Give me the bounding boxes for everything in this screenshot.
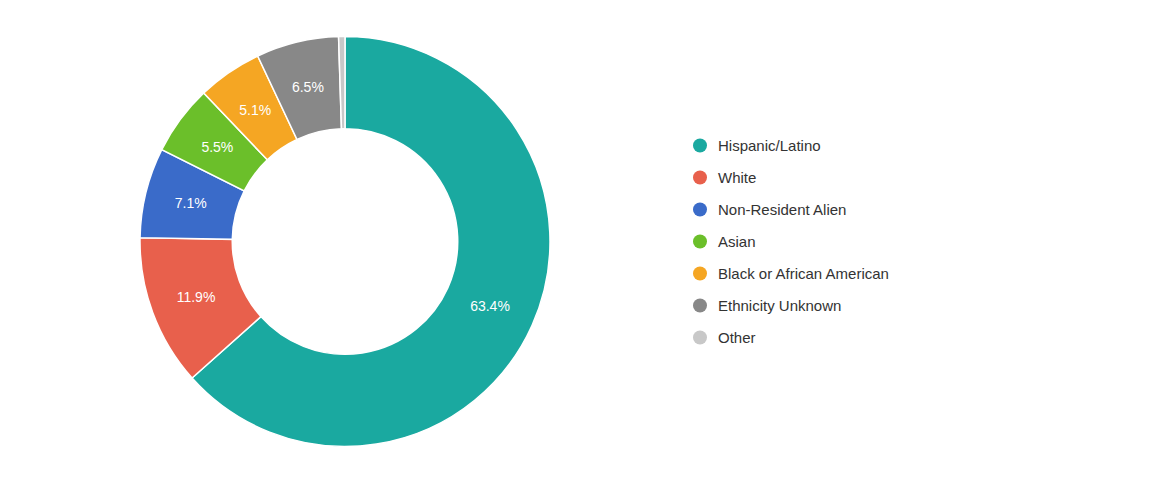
legend-label: Non-Resident Alien [718,201,846,218]
legend-label: Asian [718,233,756,250]
chart: 63.4% 11.9% 7.1% 5.5% 5.1% 6.5% Hispanic/Latin… [0,0,1170,483]
slice [192,37,550,447]
legend-marker [693,331,707,345]
data-label: 5.5% [201,139,233,155]
legend-label: Hispanic/Latino [718,137,821,154]
data-label: 63.4% [470,298,510,314]
legend-marker [693,139,707,153]
slice [258,37,342,140]
legend-label: Black or African American [718,265,889,282]
legend-label: White [718,169,756,186]
legend-label: Ethnicity Unknown [718,297,841,314]
slice [339,37,345,129]
chart-container: 63.4% 11.9% 7.1% 5.5% 5.1% 6.5% Hispanic/Latin… [0,0,1170,483]
legend: Hispanic/Latino White Non-Resident Alien As… [693,137,889,346]
legend-marker [693,267,707,281]
data-label: 5.1% [239,102,271,118]
legend-marker [693,299,707,313]
data-label: 6.5% [292,79,324,95]
data-label: 11.9% [177,289,216,305]
slice [140,238,261,378]
legend-marker [693,235,707,249]
legend-marker [693,203,707,217]
slices [140,37,550,447]
legend-marker [693,171,707,185]
data-labels: 63.4% 11.9% 7.1% 5.5% 5.1% 6.5% [175,79,510,314]
data-label: 7.1% [175,195,207,211]
legend-label: Other [718,329,756,346]
